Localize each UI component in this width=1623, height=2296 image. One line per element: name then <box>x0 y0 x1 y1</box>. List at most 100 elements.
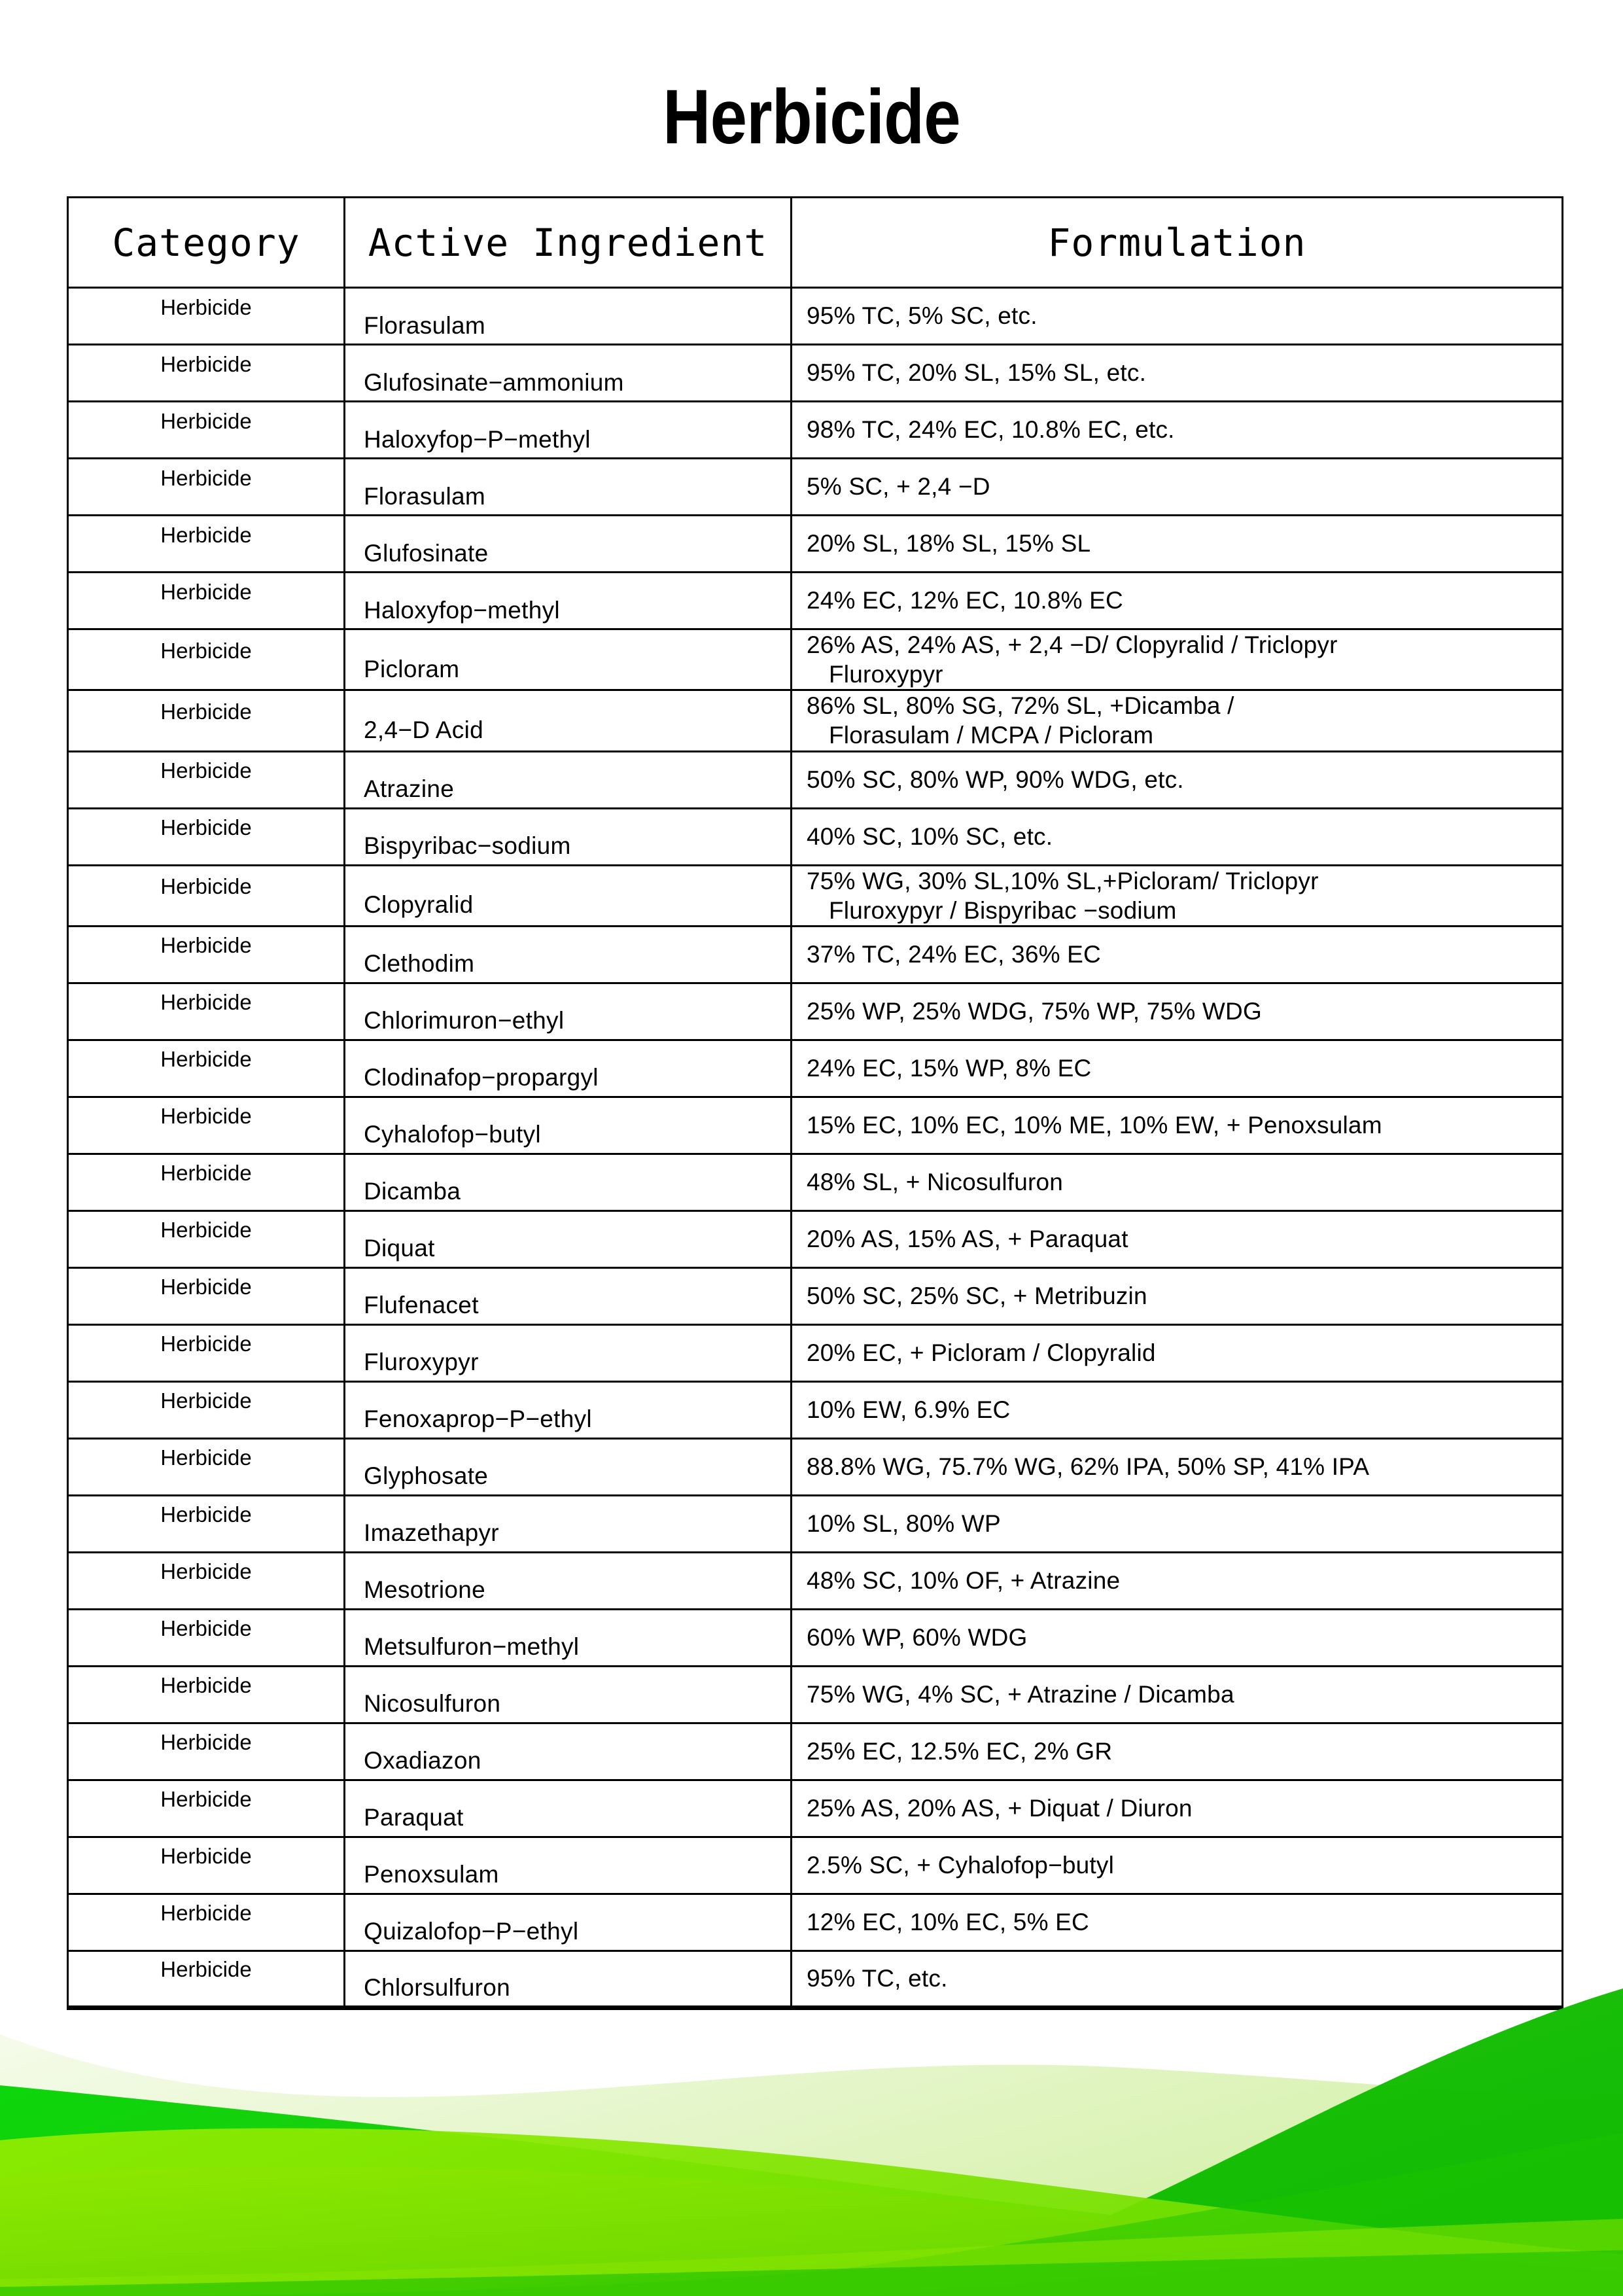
active-ingredient-text: Glufosinate−ammonium <box>364 368 624 396</box>
category-text: Herbicide <box>160 815 252 839</box>
green-wave-footer-graphic <box>0 1969 1623 2296</box>
formulation-line-1: 12% EC, 10% EC, 5% EC <box>807 1909 1089 1936</box>
column-header-formulation: Formulation <box>790 196 1563 289</box>
formulation-line-1: 88.8% WG, 75.7% WG, 62% IPA, 50% SP, 41%… <box>807 1453 1370 1481</box>
table-body: Herbicide Florasulam 95% TC, 5% SC, etc. He… <box>67 287 1563 2010</box>
active-ingredient-text: Fluroxypyr <box>364 1349 479 1376</box>
category-text: Herbicide <box>160 758 252 783</box>
cell-active-ingredient: Imazethapyr <box>343 1494 792 1553</box>
cell-formulation: 25% EC, 12.5% EC, 2% GR <box>790 1722 1563 1781</box>
cell-formulation: 10% EW, 6.9% EC <box>790 1380 1563 1439</box>
table-row: Herbicide Paraquat 25% AS, 20% AS, + Diqua… <box>67 1778 1563 1838</box>
cell-category: Herbicide <box>67 514 345 573</box>
cell-formulation: 37% TC, 24% EC, 36% EC <box>790 925 1563 984</box>
formulation-line-1: 86% SL, 80% SG, 72% SL, +Dicamba / <box>807 692 1234 720</box>
formulation-line-1: 2.5% SC, + Cyhalofop−butyl <box>807 1852 1115 1879</box>
active-ingredient-text: Haloxyfop−methyl <box>364 596 560 624</box>
formulation-line-1: 98% TC, 24% EC, 10.8% EC, etc. <box>807 416 1175 444</box>
active-ingredient-text: Florasulam <box>364 311 485 339</box>
cell-active-ingredient: Atrazine <box>343 750 792 809</box>
cell-category: Herbicide <box>67 750 345 809</box>
cell-active-ingredient: Dicamba <box>343 1152 792 1212</box>
formulation-line-1: 95% TC, etc. <box>807 1965 948 1992</box>
formulation-line-1: 15% EC, 10% EC, 10% ME, 10% EW, + Penoxs… <box>807 1112 1382 1139</box>
formulation-line-1: 24% EC, 12% EC, 10.8% EC <box>807 587 1123 614</box>
table-row: Herbicide Fluroxypyr 20% EC, + Picloram / … <box>67 1323 1563 1383</box>
category-text: Herbicide <box>160 1502 252 1527</box>
formulation-line-1: 25% WP, 25% WDG, 75% WP, 75% WDG <box>807 998 1262 1025</box>
formulation-line-2: Florasulam / MCPA / Picloram <box>829 722 1154 749</box>
herbicide-catalog-table: Category Active Ingredient Formulation H… <box>67 196 1563 2010</box>
cell-formulation: 75% WG, 4% SC, + Atrazine / Dicamba <box>790 1665 1563 1724</box>
active-ingredient-text: Diquat <box>364 1235 435 1262</box>
table-row: Herbicide Metsulfuron−methyl 60% WP, 60% W… <box>67 1608 1563 1667</box>
cell-category: Herbicide <box>67 1551 345 1610</box>
table-row: Herbicide Chlorsulfuron 95% TC, etc. <box>67 1949 1563 2010</box>
formulation-line-1: 95% TC, 20% SL, 15% SL, etc. <box>807 359 1147 387</box>
active-ingredient-text: Chlorimuron−ethyl <box>364 1007 565 1034</box>
cell-formulation: 75% WG, 30% SL,10% SL,+Picloram/ Triclop… <box>790 864 1563 927</box>
cell-active-ingredient: Clethodim <box>343 925 792 984</box>
cell-formulation: 50% SC, 80% WP, 90% WDG, etc. <box>790 750 1563 809</box>
cell-formulation: 20% EC, + Picloram / Clopyralid <box>790 1323 1563 1383</box>
cell-active-ingredient: Nicosulfuron <box>343 1665 792 1724</box>
cell-active-ingredient: Penoxsulam <box>343 1835 792 1895</box>
active-ingredient-text: Oxadiazon <box>364 1747 481 1775</box>
table-row: Herbicide Clethodim 37% TC, 24% EC, 36% EC <box>67 925 1563 984</box>
category-text: Herbicide <box>160 990 252 1015</box>
active-ingredient-text: Haloxyfop−P−methyl <box>364 425 591 453</box>
cell-formulation: 24% EC, 12% EC, 10.8% EC <box>790 571 1563 630</box>
category-text: Herbicide <box>160 579 252 604</box>
active-ingredient-text: Clodinafop−propargyl <box>364 1064 599 1091</box>
cell-formulation: 12% EC, 10% EC, 5% EC <box>790 1892 1563 1952</box>
cell-active-ingredient: Glyphosate <box>343 1437 792 1496</box>
cell-formulation: 95% TC, 20% SL, 15% SL, etc. <box>790 344 1563 402</box>
active-ingredient-text: Cyhalofop−butyl <box>364 1121 541 1148</box>
category-text: Herbicide <box>160 1787 252 1812</box>
formulation-line-1: 48% SL, + Nicosulfuron <box>807 1169 1064 1196</box>
category-text: Herbicide <box>160 1673 252 1698</box>
table-row: Herbicide 2,4−D Acid 86% SL, 80% SG, 72% S… <box>67 689 1563 752</box>
formulation-line-1: 37% TC, 24% EC, 36% EC <box>807 941 1101 968</box>
formulation-line-1: 10% EW, 6.9% EC <box>807 1396 1011 1424</box>
active-ingredient-text: Clopyralid <box>364 891 474 919</box>
column-header-active-ingredient: Active Ingredient <box>343 196 792 289</box>
cell-category: Herbicide <box>67 1095 345 1155</box>
formulation-line-1: 25% EC, 12.5% EC, 2% GR <box>807 1738 1113 1765</box>
cell-active-ingredient: Paraquat <box>343 1778 792 1838</box>
table-row: Herbicide Clodinafop−propargyl 24% EC, 15%… <box>67 1038 1563 1098</box>
table-row: Herbicide Cyhalofop−butyl 15% EC, 10% EC, … <box>67 1095 1563 1155</box>
cell-active-ingredient: Cyhalofop−butyl <box>343 1095 792 1155</box>
category-text: Herbicide <box>160 1047 252 1072</box>
category-text: Herbicide <box>160 1730 252 1755</box>
table-row: Herbicide Haloxyfop−P−methyl 98% TC, 24% E… <box>67 400 1563 459</box>
cell-category: Herbicide <box>67 1380 345 1439</box>
category-text: Herbicide <box>160 1161 252 1186</box>
cell-category: Herbicide <box>67 1323 345 1383</box>
category-text: Herbicide <box>160 933 252 958</box>
active-ingredient-text: Paraquat <box>364 1804 464 1831</box>
cell-active-ingredient: Glufosinate <box>343 514 792 573</box>
category-text: Herbicide <box>160 1275 252 1299</box>
cell-active-ingredient: Florasulam <box>343 457 792 516</box>
category-text: Herbicide <box>160 1616 252 1641</box>
cell-active-ingredient: Quizalofop−P−ethyl <box>343 1892 792 1952</box>
cell-category: Herbicide <box>67 689 345 752</box>
cell-active-ingredient: Glufosinate−ammonium <box>343 344 792 402</box>
cell-formulation: 20% SL, 18% SL, 15% SL <box>790 514 1563 573</box>
table-row: Herbicide Florasulam 95% TC, 5% SC, etc. <box>67 287 1563 345</box>
table-row: Herbicide Chlorimuron−ethyl 25% WP, 25% WD… <box>67 981 1563 1041</box>
column-header-category: Category <box>67 196 345 289</box>
cell-category: Herbicide <box>67 1038 345 1098</box>
active-ingredient-text: Atrazine <box>364 775 455 802</box>
category-text: Herbicide <box>160 1388 252 1413</box>
active-ingredient-text: Penoxsulam <box>364 1861 499 1888</box>
active-ingredient-text: Nicosulfuron <box>364 1690 501 1718</box>
category-text: Herbicide <box>160 294 252 319</box>
cell-category: Herbicide <box>67 1494 345 1553</box>
cell-category: Herbicide <box>67 1665 345 1724</box>
active-ingredient-text: Flufenacet <box>364 1292 479 1319</box>
cell-category: Herbicide <box>67 807 345 866</box>
formulation-line-1: 50% SC, 80% WP, 90% WDG, etc. <box>807 766 1184 793</box>
